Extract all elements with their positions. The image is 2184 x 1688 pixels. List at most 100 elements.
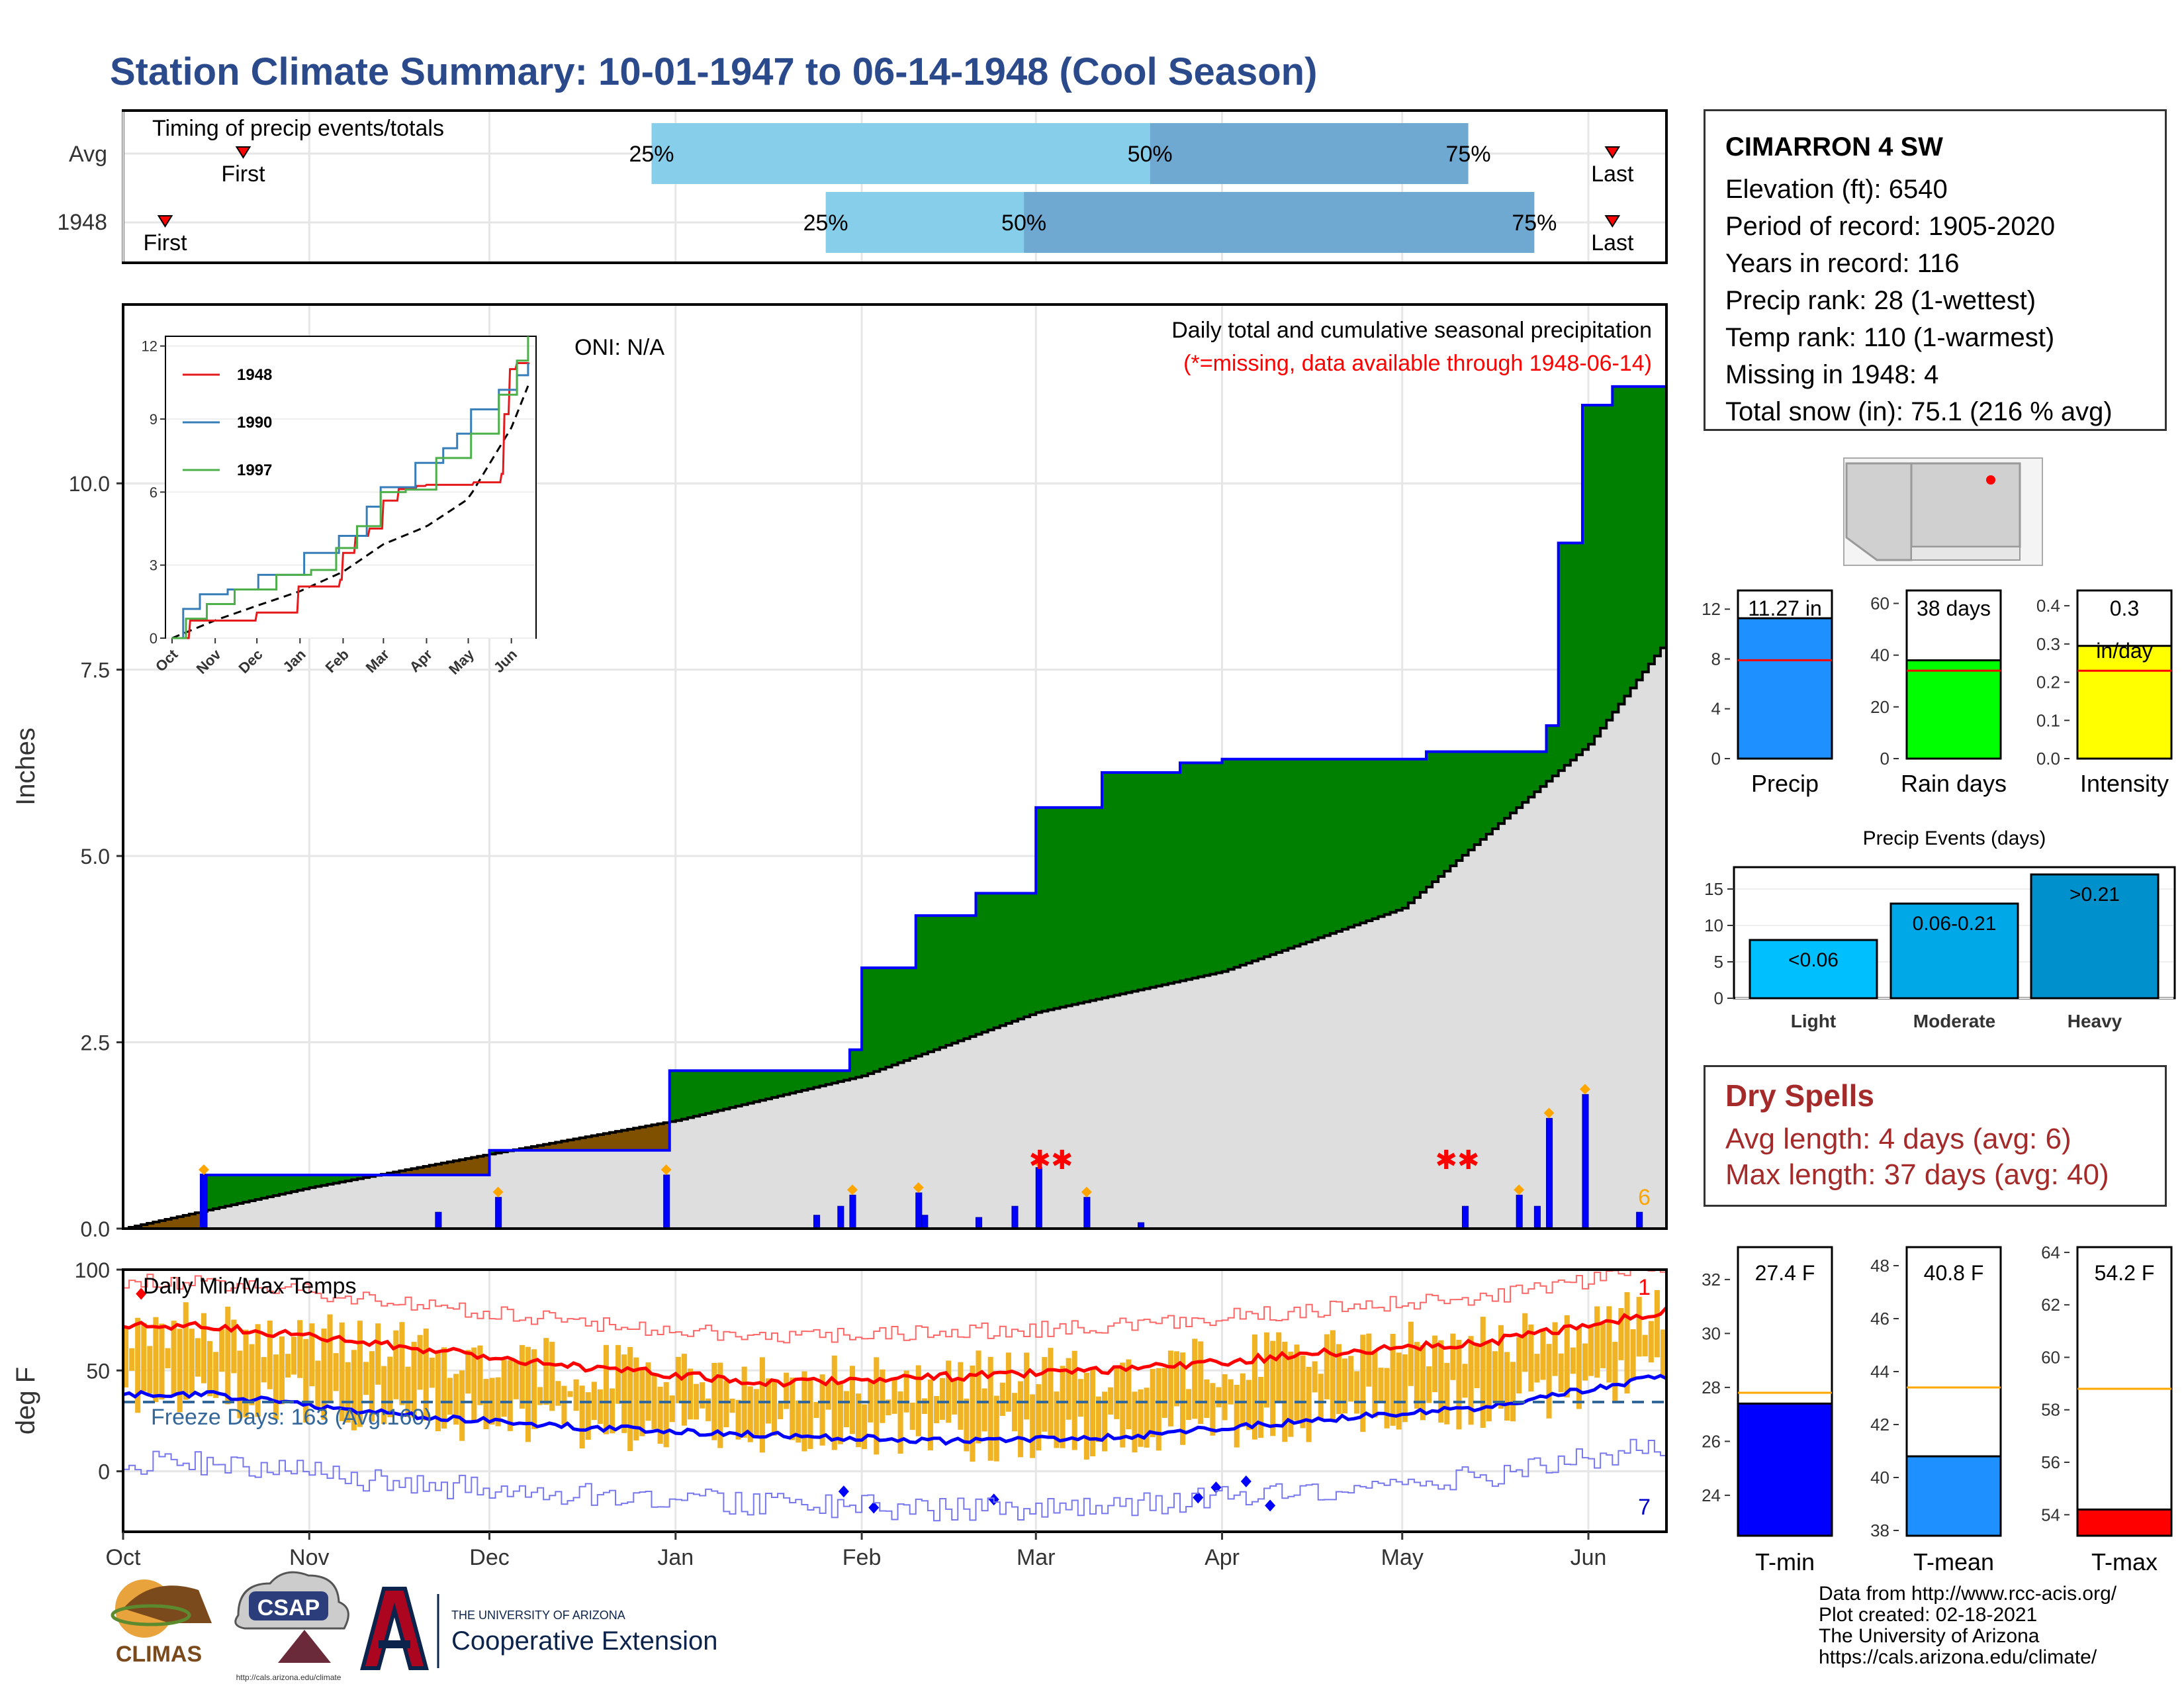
temp-count-bottom: 7 bbox=[1638, 1495, 1651, 1520]
inset-tick-label: 0 bbox=[150, 630, 158, 647]
daily-temp-bar bbox=[868, 1380, 874, 1423]
temp-panel-label: Daily Min/Max Temps bbox=[143, 1274, 356, 1299]
daily-temp-bar bbox=[1468, 1336, 1474, 1425]
daily-temp-bar bbox=[759, 1357, 765, 1453]
month-label: Jun bbox=[1570, 1545, 1607, 1570]
temp-summary-tick-label: 42 bbox=[1870, 1415, 1889, 1434]
daily-temp-bar bbox=[825, 1382, 831, 1410]
daily-temp-bar bbox=[627, 1346, 633, 1452]
daily-temp-bar bbox=[886, 1399, 891, 1415]
daily-temp-bar bbox=[309, 1323, 315, 1387]
daily-temp-bar bbox=[657, 1386, 663, 1444]
daily-temp-bar bbox=[1054, 1391, 1060, 1448]
summary-tick-label: 40 bbox=[1870, 645, 1889, 665]
inset-x-label: Jan bbox=[279, 646, 308, 675]
inset-tick-label: 12 bbox=[142, 338, 158, 355]
snow-marker bbox=[1514, 1184, 1525, 1196]
daily-temp-bar bbox=[771, 1382, 778, 1436]
daily-temp-bar bbox=[1522, 1313, 1528, 1372]
summary-bar-name: Precip bbox=[1751, 770, 1819, 797]
month-label: Jan bbox=[657, 1545, 694, 1570]
daily-temp-bar bbox=[177, 1329, 183, 1413]
inset-tick-label: 3 bbox=[150, 557, 158, 574]
daily-temp-bar bbox=[1192, 1338, 1198, 1419]
daily-temp-bar bbox=[747, 1386, 753, 1442]
month-label: May bbox=[1381, 1545, 1424, 1570]
daily-temp-bar bbox=[1462, 1364, 1468, 1398]
record-min-line bbox=[123, 1438, 1666, 1522]
daily-temp-bar bbox=[843, 1391, 849, 1428]
daily-temp-bar bbox=[1048, 1348, 1054, 1437]
temp-summary-tick-label: 32 bbox=[1702, 1270, 1721, 1289]
snow-marker bbox=[913, 1182, 924, 1193]
temp-summary-name: T-min bbox=[1755, 1548, 1815, 1575]
station-location-marker bbox=[1986, 475, 1995, 485]
ua-logo: THE UNIVERSITY OF ARIZONA Cooperative Ex… bbox=[360, 1587, 717, 1670]
daily-temp-bar bbox=[513, 1361, 519, 1399]
daily-temp-bar bbox=[1228, 1379, 1234, 1405]
timing-label-25: 25% bbox=[629, 142, 674, 167]
dry-spells-box: Dry Spells Avg length: 4 days (avg: 6) M… bbox=[1704, 1065, 2167, 1207]
temp-summary-value-label: 54.2 F bbox=[2095, 1261, 2155, 1285]
daily-temp-bar bbox=[717, 1362, 723, 1448]
daily-temp-bar bbox=[363, 1362, 369, 1395]
daily-temp-bar bbox=[471, 1347, 477, 1423]
page-title: Station Climate Summary: 10-01-1947 to 0… bbox=[110, 50, 1317, 93]
summary-bar bbox=[1737, 617, 1833, 760]
temp-summary-tick-label: 26 bbox=[1702, 1431, 1721, 1451]
daily-precip-bar bbox=[975, 1217, 983, 1229]
daily-temp-bar bbox=[249, 1344, 255, 1405]
timing-row-label-1948: 1948 bbox=[57, 210, 107, 235]
daily-temp-bar bbox=[790, 1378, 796, 1440]
daily-temp-bar bbox=[1576, 1327, 1582, 1409]
daily-temp-bar bbox=[1450, 1333, 1456, 1380]
avg-cumulative-area bbox=[123, 639, 1666, 1229]
daily-temp-bar bbox=[1432, 1335, 1438, 1393]
daily-temp-bar bbox=[1108, 1387, 1114, 1415]
daily-temp-bar bbox=[735, 1399, 741, 1440]
daily-temp-bar bbox=[909, 1402, 915, 1430]
daily-temp-bar bbox=[1102, 1391, 1108, 1452]
daily-temp-bar bbox=[1330, 1330, 1336, 1421]
daily-temp-bar bbox=[435, 1352, 441, 1432]
daily-temp-bar bbox=[1396, 1352, 1402, 1430]
daily-temp-bar bbox=[1144, 1387, 1150, 1448]
temp-summary-tick-label: 24 bbox=[1702, 1485, 1721, 1505]
daily-temp-bar bbox=[129, 1348, 135, 1371]
first-marker bbox=[157, 215, 173, 228]
daily-temp-bar bbox=[441, 1347, 447, 1429]
daily-temp-bar bbox=[357, 1321, 363, 1427]
daily-temp-bar bbox=[819, 1374, 825, 1446]
daily-temp-bar bbox=[1552, 1322, 1558, 1376]
daily-temp-bar bbox=[970, 1365, 976, 1462]
station-temp-rank: Temp rank: 110 (1-warmest) bbox=[1725, 323, 2055, 352]
daily-temp-bar bbox=[694, 1383, 700, 1420]
daily-temp-bar bbox=[1594, 1306, 1600, 1378]
daily-temp-bar bbox=[585, 1392, 591, 1440]
temp-summary-tick-label: 38 bbox=[1870, 1521, 1889, 1540]
daily-temp-bar bbox=[165, 1348, 171, 1369]
daily-temp-bar bbox=[375, 1323, 381, 1385]
daily-temp-bar bbox=[405, 1366, 411, 1417]
daily-temp-bar bbox=[1474, 1343, 1480, 1389]
daily-precip-bar bbox=[1011, 1205, 1019, 1229]
observed-cumulative-line bbox=[123, 385, 1666, 1229]
events-bar-label: <0.06 bbox=[1788, 949, 1839, 971]
daily-temp-bar bbox=[1636, 1297, 1642, 1357]
events-bar-label: >0.21 bbox=[2070, 884, 2120, 906]
csap-url-text: http://cals.arizona.edu/climate bbox=[236, 1673, 341, 1682]
daily-temp-bar bbox=[705, 1398, 711, 1421]
precip-subtitle: Daily total and cumulative seasonal prec… bbox=[1171, 318, 1652, 343]
footer-line: Data from http://www.rcc-acis.org/ bbox=[1819, 1583, 2117, 1605]
dry-spells-title: Dry Spells bbox=[1725, 1078, 1874, 1113]
daily-temp-bar bbox=[927, 1379, 933, 1451]
daily-temp-bar bbox=[153, 1317, 159, 1403]
daily-temp-bar bbox=[1066, 1358, 1071, 1420]
daily-temp-bar bbox=[333, 1353, 339, 1391]
daily-temp-bar bbox=[933, 1395, 940, 1424]
daily-temp-bar bbox=[381, 1366, 387, 1425]
ua-line2: Cooperative Extension bbox=[451, 1626, 717, 1656]
daily-temp-bar bbox=[1480, 1317, 1486, 1428]
record-low-marker bbox=[1240, 1475, 1251, 1487]
